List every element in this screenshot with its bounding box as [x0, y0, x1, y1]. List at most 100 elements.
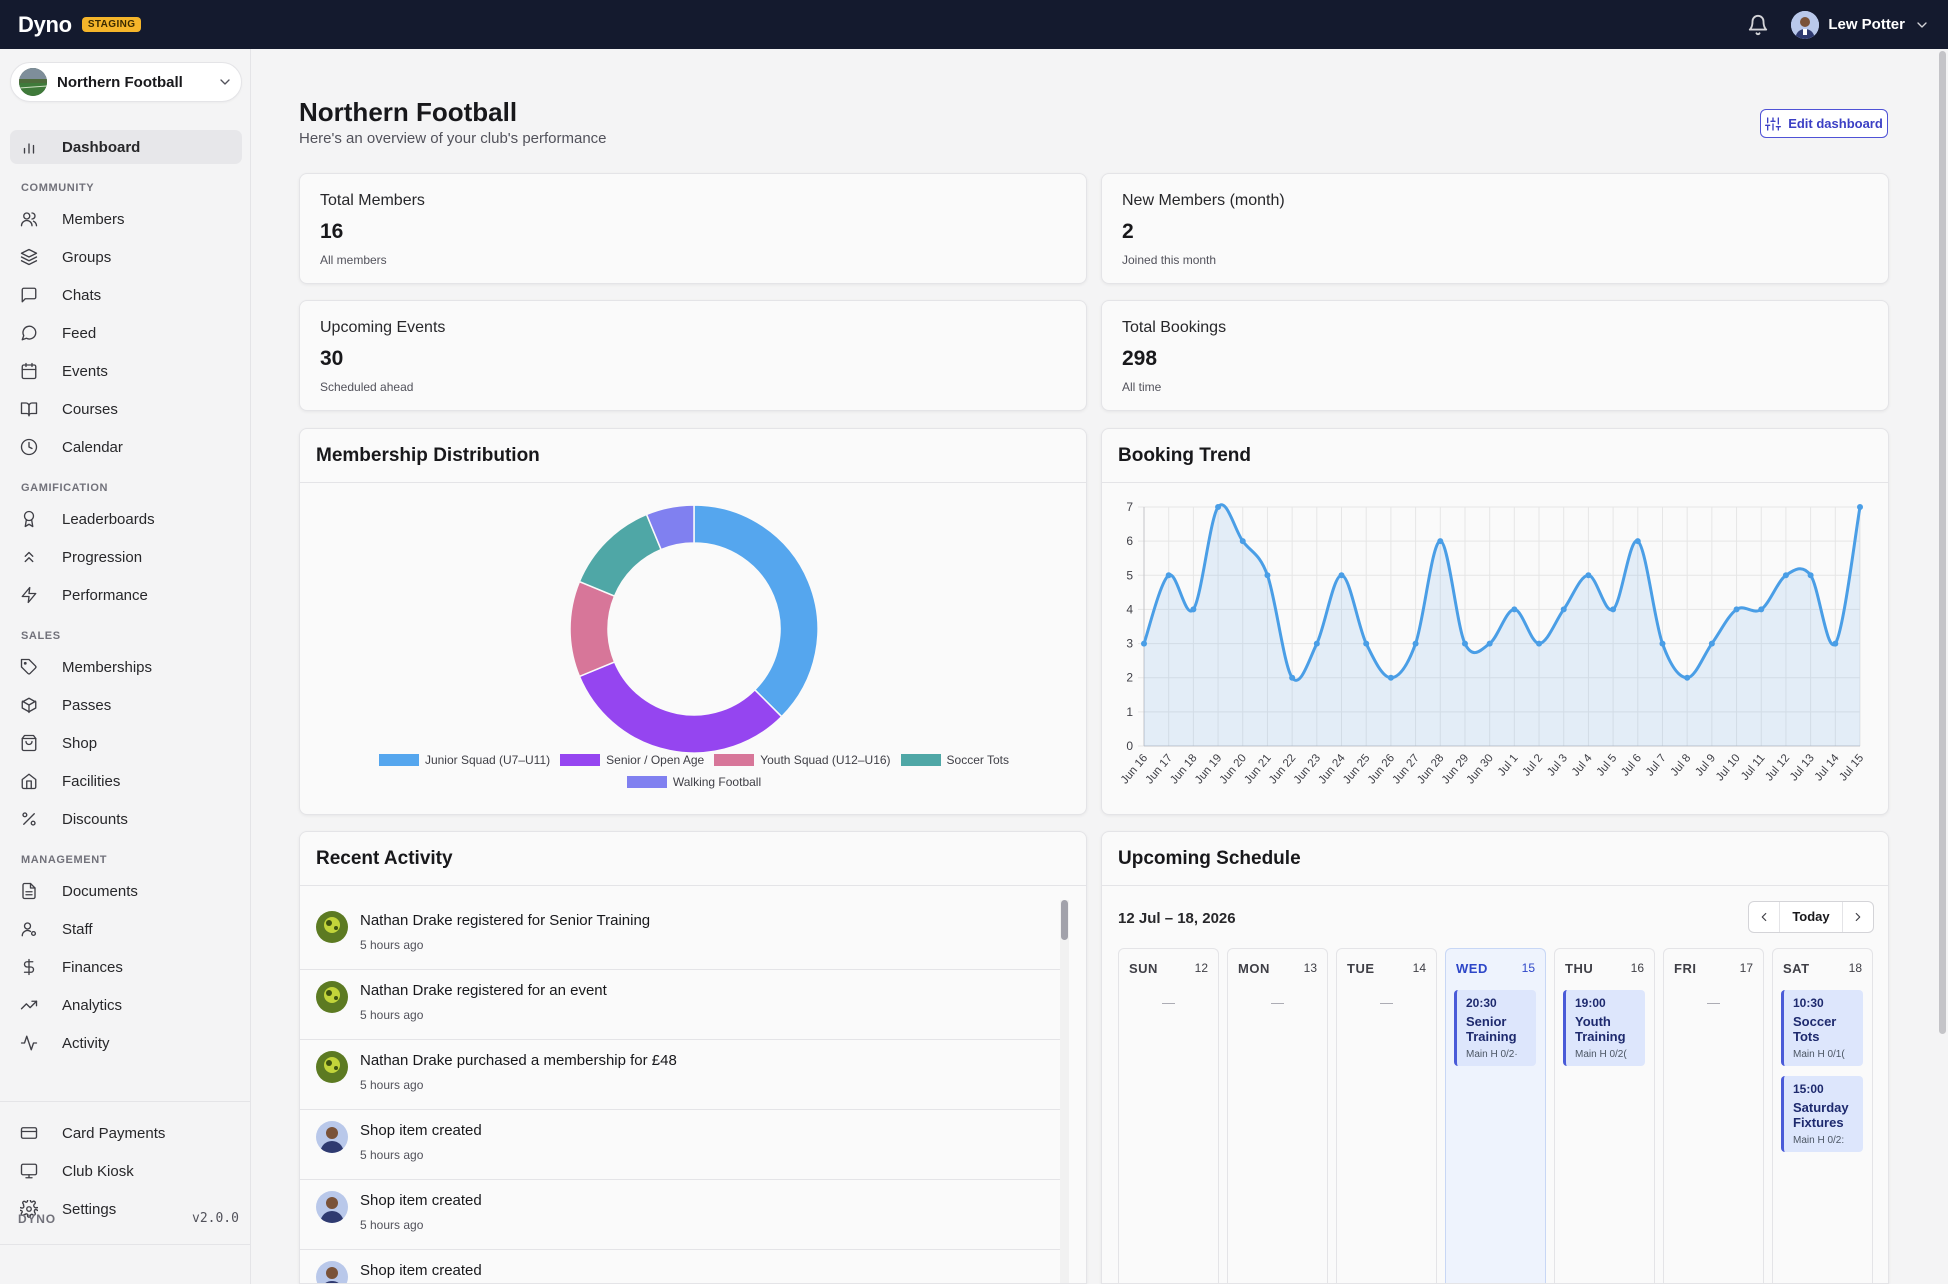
- day-column-wed[interactable]: WED 15 20:30 Senior Training Main H 0/2·: [1445, 948, 1546, 1283]
- sidebar-item-passes[interactable]: Passes: [10, 688, 242, 722]
- sidebar-item-memberships[interactable]: Memberships: [10, 650, 242, 684]
- sidebar-item-calendar[interactable]: Calendar: [10, 430, 242, 464]
- data-point[interactable]: [1313, 640, 1320, 647]
- data-point[interactable]: [1190, 606, 1197, 613]
- edit-dashboard-button[interactable]: Edit dashboard: [1760, 109, 1888, 138]
- activity-item[interactable]: Nathan Drake registered for an event 5 h…: [300, 970, 1060, 1040]
- data-point[interactable]: [1141, 640, 1147, 647]
- day-column-sun[interactable]: SUN 12 —: [1118, 948, 1219, 1283]
- data-point[interactable]: [1684, 674, 1691, 681]
- user-menu[interactable]: Lew Potter: [1791, 10, 1930, 39]
- data-point[interactable]: [1215, 504, 1222, 510]
- event-time: 19:00: [1575, 996, 1606, 1010]
- day-column-thu[interactable]: THU 16 19:00 Youth Training Main H 0/2(: [1554, 948, 1655, 1283]
- activity-item[interactable]: Nathan Drake registered for Senior Train…: [300, 900, 1060, 970]
- sidebar-item-activity[interactable]: Activity: [10, 1026, 242, 1060]
- sidebar-item-analytics[interactable]: Analytics: [10, 988, 242, 1022]
- sidebar-item-facilities[interactable]: Facilities: [10, 764, 242, 798]
- data-point[interactable]: [1165, 572, 1172, 579]
- scroll-thumb[interactable]: [1939, 51, 1946, 1034]
- sidebar-item-dashboard[interactable]: Dashboard: [10, 130, 242, 164]
- sidebar-item-events[interactable]: Events: [10, 354, 242, 388]
- club-selector[interactable]: Northern Football: [10, 62, 242, 102]
- data-point[interactable]: [1857, 504, 1863, 510]
- sidebar-item-chats[interactable]: Chats: [10, 278, 242, 312]
- sidebar-item-discounts[interactable]: Discounts: [10, 802, 242, 836]
- sidebar-item-groups[interactable]: Groups: [10, 240, 242, 274]
- event-title: Senior Training: [1466, 1014, 1517, 1044]
- pie-slice[interactable]: [693, 504, 819, 718]
- legend-item[interactable]: Youth Squad (U12–U16): [714, 753, 891, 767]
- y-tick-label: 5: [1126, 568, 1133, 582]
- day-column-tue[interactable]: TUE 14 —: [1336, 948, 1437, 1283]
- sidebar-item-progression[interactable]: Progression: [10, 540, 242, 574]
- sidebar-item-card-payments[interactable]: Card Payments: [10, 1116, 242, 1150]
- data-point[interactable]: [1733, 606, 1740, 613]
- next-week-button[interactable]: [1843, 902, 1873, 932]
- data-point[interactable]: [1782, 572, 1789, 579]
- data-point[interactable]: [1412, 640, 1419, 647]
- data-point[interactable]: [1832, 640, 1839, 647]
- sidebar-item-feed[interactable]: Feed: [10, 316, 242, 350]
- sidebar-item-settings[interactable]: Settings: [10, 1192, 242, 1226]
- schedule-event[interactable]: 19:00 Youth Training Main H 0/2(: [1563, 990, 1645, 1066]
- legend-item[interactable]: Soccer Tots: [900, 753, 1009, 767]
- scroll-thumb[interactable]: [1061, 900, 1068, 940]
- activity-item[interactable]: Nathan Drake purchased a membership for …: [300, 1040, 1060, 1110]
- data-point[interactable]: [1363, 640, 1370, 647]
- app-logo[interactable]: Dyno: [18, 11, 72, 37]
- sidebar-item-members[interactable]: Members: [10, 202, 242, 236]
- data-point[interactable]: [1338, 572, 1345, 579]
- activity-item[interactable]: Shop item created: [300, 1250, 1060, 1283]
- data-point[interactable]: [1560, 606, 1567, 613]
- sidebar-item-staff[interactable]: Staff: [10, 912, 242, 946]
- activity-item[interactable]: Shop item created 5 hours ago: [300, 1180, 1060, 1250]
- data-point[interactable]: [1511, 606, 1518, 613]
- data-point[interactable]: [1486, 640, 1493, 647]
- prev-week-button[interactable]: [1749, 902, 1779, 932]
- stat-value: 298: [1122, 347, 1158, 370]
- data-point[interactable]: [1437, 538, 1444, 545]
- activity-item[interactable]: Shop item created 5 hours ago: [300, 1110, 1060, 1180]
- legend-item[interactable]: Senior / Open Age: [560, 753, 704, 767]
- sidebar-item-shop[interactable]: Shop: [10, 726, 242, 760]
- legend-item[interactable]: Walking Football: [626, 775, 761, 789]
- page-scrollbar[interactable]: [1937, 49, 1948, 1284]
- legend-swatch: [714, 754, 755, 766]
- pie-slice[interactable]: [645, 504, 695, 551]
- sidebar-item-documents[interactable]: Documents: [10, 874, 242, 908]
- data-point[interactable]: [1585, 572, 1592, 579]
- day-column-mon[interactable]: MON 13 —: [1227, 948, 1328, 1283]
- schedule-event[interactable]: 20:30 Senior Training Main H 0/2·: [1454, 990, 1536, 1066]
- pie-slice[interactable]: [569, 580, 616, 678]
- data-point[interactable]: [1659, 640, 1666, 647]
- activity-scrollbar[interactable]: [1060, 900, 1069, 1283]
- today-button[interactable]: Today: [1779, 902, 1843, 932]
- data-point[interactable]: [1289, 674, 1296, 681]
- legend-item[interactable]: Junior Squad (U7–U11): [378, 753, 551, 767]
- data-point[interactable]: [1708, 640, 1715, 647]
- data-point[interactable]: [1758, 606, 1765, 613]
- schedule-event[interactable]: 15:00 Saturday Fixtures Main H 0/2:: [1781, 1076, 1863, 1152]
- data-point[interactable]: [1264, 572, 1271, 579]
- sidebar-item-courses[interactable]: Courses: [10, 392, 242, 426]
- day-column-fri[interactable]: FRI 17 —: [1663, 948, 1764, 1283]
- day-column-sat[interactable]: SAT 18 10:30 Soccer Tots Main H 0/1( 15:…: [1772, 948, 1873, 1283]
- sidebar-item-finances[interactable]: Finances: [10, 950, 242, 984]
- data-point[interactable]: [1634, 538, 1641, 545]
- sidebar-item-leaderboards[interactable]: Leaderboards: [10, 502, 242, 536]
- data-point[interactable]: [1239, 538, 1246, 545]
- schedule-event[interactable]: 10:30 Soccer Tots Main H 0/1(: [1781, 990, 1863, 1066]
- data-point[interactable]: [1807, 572, 1814, 579]
- legend-label: Junior Squad (U7–U11): [424, 753, 551, 767]
- sidebar-item-performance[interactable]: Performance: [10, 578, 242, 612]
- pie-slice[interactable]: [578, 513, 663, 598]
- data-point[interactable]: [1387, 674, 1394, 681]
- data-point[interactable]: [1610, 606, 1617, 613]
- card-divider: [300, 885, 1086, 886]
- notifications-button[interactable]: [1747, 14, 1769, 36]
- data-point[interactable]: [1536, 640, 1543, 647]
- pie-slice[interactable]: [578, 660, 783, 754]
- data-point[interactable]: [1461, 640, 1468, 647]
- sidebar-item-club-kiosk[interactable]: Club Kiosk: [10, 1154, 242, 1188]
